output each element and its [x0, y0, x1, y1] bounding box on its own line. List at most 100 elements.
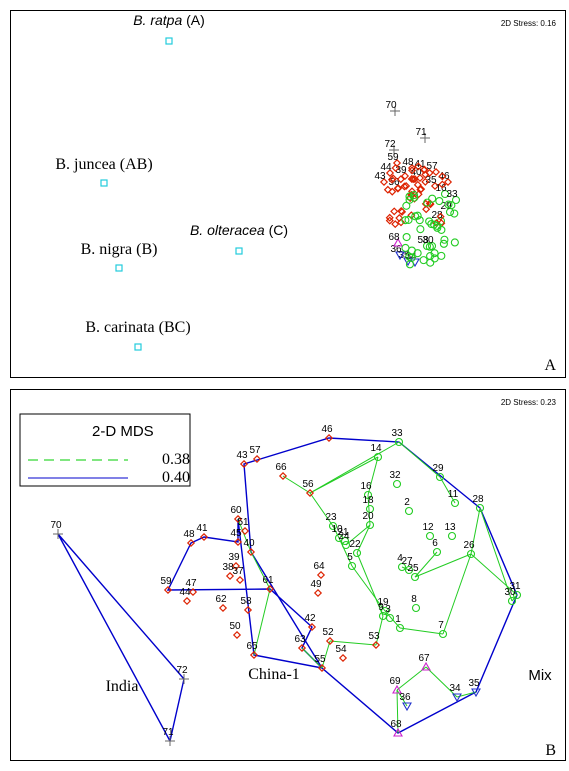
data-point: [397, 206, 406, 216]
tree-edge: [396, 689, 399, 734]
data-point: [392, 684, 402, 694]
data-point: [396, 175, 405, 184]
data-point: [421, 661, 431, 671]
point-label: 14: [370, 443, 382, 454]
tree-edge: [367, 494, 371, 526]
data-point: [347, 561, 357, 571]
data-point: [163, 585, 173, 595]
point-label: 65: [246, 641, 258, 652]
data-point: [450, 209, 459, 218]
data-point: [413, 249, 422, 258]
data-point: [414, 190, 423, 199]
data-point: [233, 537, 243, 547]
data-point: [438, 629, 448, 639]
data-point: [415, 173, 425, 183]
data-point: [186, 538, 196, 548]
data-point: [431, 167, 441, 177]
point-label: 43: [236, 450, 248, 461]
point-label: 54: [335, 644, 347, 655]
point-label: 59: [160, 576, 172, 587]
species-label: B. ratpa (A): [133, 12, 205, 28]
point-label: 42: [304, 613, 316, 624]
point-label: 71: [162, 727, 174, 738]
point-label: 69: [389, 676, 401, 687]
stress-label-a: 2D Stress: 0.16: [501, 19, 557, 28]
data-point: [423, 198, 432, 207]
data-point: [447, 531, 457, 541]
tree-edge: [439, 476, 456, 504]
point-label: 36: [390, 244, 402, 255]
point-label: 38: [222, 562, 234, 573]
point-label: 35: [425, 175, 437, 186]
point-label: 9: [378, 602, 384, 613]
data-point: [402, 232, 411, 242]
panel-label-a: A: [544, 357, 556, 374]
data-point: [402, 702, 412, 712]
data-point: [425, 531, 435, 541]
data-point: [410, 572, 420, 582]
data-point: [507, 596, 517, 606]
data-point: [437, 225, 446, 234]
point-label: 29: [440, 201, 452, 212]
panel-a: [10, 10, 566, 378]
data-point: [422, 205, 431, 214]
data-point: [402, 201, 411, 210]
data-point: [410, 191, 419, 200]
data-point: [352, 548, 362, 558]
data-point: [391, 163, 400, 173]
point-label: 21: [337, 527, 349, 538]
tree-edge: [399, 627, 444, 635]
panel-label-b: B: [545, 742, 556, 759]
data-point: [389, 174, 398, 183]
tree-edge: [351, 565, 386, 612]
data-point: [305, 488, 315, 498]
point-label: 68: [390, 719, 402, 730]
data-point: [182, 596, 192, 606]
data-point: [404, 215, 413, 224]
point-label: 11: [448, 489, 459, 500]
point-label: 56: [388, 177, 400, 188]
point-label: 71: [415, 127, 427, 138]
data-point: [411, 212, 420, 221]
point-label: 3: [385, 604, 391, 615]
tree-edge: [301, 647, 323, 669]
tree-edge: [237, 518, 252, 553]
tree-edge: [309, 441, 400, 494]
legend-title: 2-D MDS: [92, 423, 154, 440]
data-point: [466, 549, 476, 559]
data-point: [338, 653, 348, 663]
data-point: [246, 547, 256, 557]
point-label: 57: [426, 161, 438, 172]
point-label: 58: [240, 596, 252, 607]
point-label: 52: [322, 627, 334, 638]
point-label: 30: [504, 587, 516, 598]
point-label: 19: [377, 597, 389, 608]
tree-edge: [329, 640, 377, 646]
data-point: [400, 171, 410, 181]
point-label: 2: [404, 497, 410, 508]
data-point: [426, 258, 435, 267]
point-label: 16: [435, 183, 447, 194]
point-label: 57: [249, 445, 261, 456]
point-label: 28: [431, 210, 443, 221]
data-point: [239, 459, 249, 469]
point-label: 29: [432, 463, 444, 474]
data-point: [404, 506, 414, 516]
data-point: [278, 471, 288, 481]
data-point: [443, 177, 453, 187]
tree-edge: [345, 524, 371, 546]
tree-edge: [479, 507, 513, 602]
data-point: [427, 219, 436, 229]
data-point: [165, 736, 175, 746]
point-label: 4: [397, 553, 403, 564]
data-point: [340, 536, 350, 546]
point-label: 34: [449, 683, 461, 694]
species-marker: [100, 179, 108, 187]
data-point: [265, 584, 275, 594]
data-point: [416, 225, 425, 234]
data-point: [425, 168, 434, 177]
data-point: [411, 603, 421, 613]
point-label: 48: [183, 529, 195, 540]
data-point: [401, 243, 410, 252]
point-label: 55: [314, 654, 326, 665]
